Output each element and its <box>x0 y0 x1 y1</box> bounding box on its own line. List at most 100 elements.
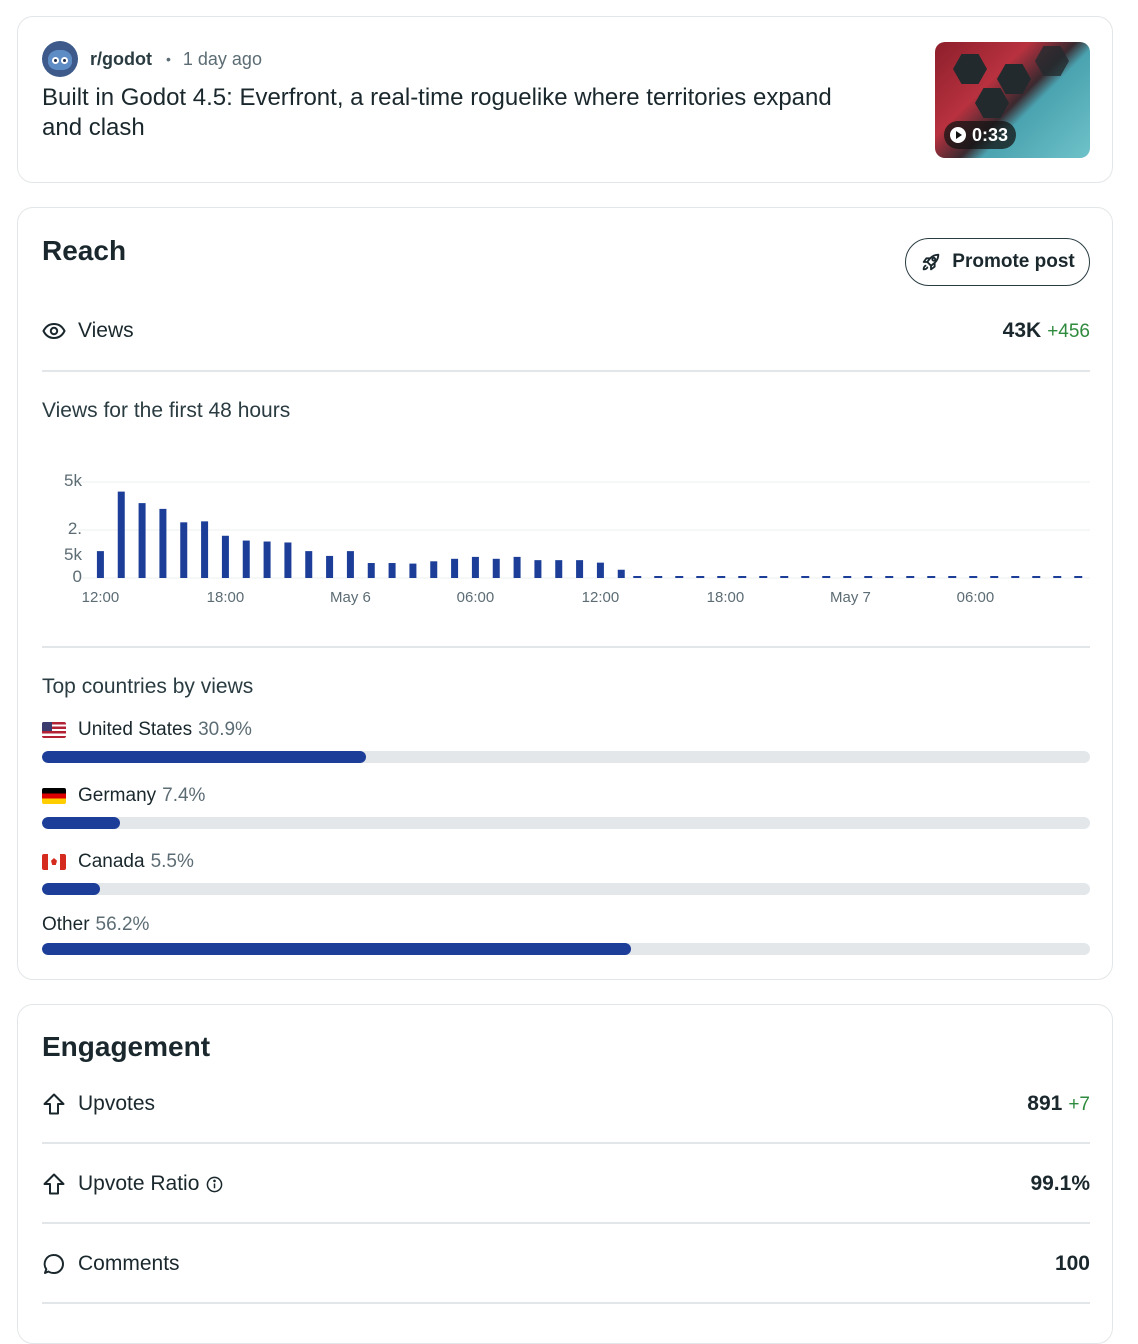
country-bar-fill <box>42 817 120 829</box>
chart-bar <box>242 540 250 578</box>
upvotes-value: 891 <box>1027 1092 1063 1115</box>
upvotes-label: Upvotes <box>78 1092 156 1115</box>
chart-bar <box>409 563 417 578</box>
chart-y-tick-label: 5k <box>64 545 82 564</box>
chart-bar <box>388 563 396 578</box>
video-thumbnail[interactable]: 0:33 <box>935 42 1090 158</box>
upvote-ratio-value: 99.1% <box>1030 1172 1090 1195</box>
divider <box>42 1302 1090 1304</box>
country-bar-fill <box>42 883 100 895</box>
chart-x-tick-label: 18:00 <box>207 589 245 606</box>
de-flag-icon <box>42 788 66 804</box>
chart-title: Views for the first 48 hours <box>42 399 291 422</box>
comment-bubble-icon <box>43 1253 64 1274</box>
chart-bar <box>201 521 209 578</box>
country-bar-track <box>42 817 1090 829</box>
upvote-ratio-label: Upvote Ratio <box>78 1172 200 1195</box>
country-bar-track <box>42 943 1090 955</box>
chart-bar <box>159 508 167 578</box>
us-flag-icon <box>42 722 66 738</box>
views-row: Views 43K +456 <box>42 311 1090 351</box>
country-bar-fill <box>42 751 366 763</box>
engagement-card: Engagement Upvotes 891 +7 Upvote Ratio 99 <box>17 1004 1113 1344</box>
chart-bar <box>596 562 604 578</box>
post-title[interactable]: Built in Godot 4.5: Everfront, a real-ti… <box>42 84 832 141</box>
chart-bar <box>96 551 104 578</box>
chart-bar <box>221 535 229 578</box>
country-percent: 5.5% <box>150 851 194 872</box>
chart-bar <box>326 555 334 578</box>
video-duration: 0:33 <box>972 124 1009 145</box>
chart-x-tick-label: May 7 <box>830 589 871 606</box>
chart-bar <box>305 551 313 578</box>
post-age: 1 day ago <box>182 48 262 69</box>
chart-bar <box>367 563 375 578</box>
upvotes-delta: +7 <box>1068 1094 1090 1115</box>
chart-bar <box>451 558 459 578</box>
chart-bar <box>263 541 271 578</box>
chart-bar <box>513 556 521 578</box>
video-duration-badge: 0:33 <box>944 121 1017 149</box>
chart-bar <box>492 558 500 578</box>
divider <box>42 646 1090 648</box>
chart-x-tick-label: 06:00 <box>457 589 495 606</box>
info-icon[interactable] <box>206 1176 223 1193</box>
promote-post-button[interactable]: Promote post <box>905 238 1090 286</box>
chart-bar <box>138 503 146 578</box>
meta-separator: • <box>165 51 171 67</box>
chart-bar <box>471 556 479 578</box>
divider <box>42 1142 1090 1144</box>
chart-bar <box>576 560 584 578</box>
promote-post-label: Promote post <box>952 251 1075 272</box>
chart-x-tick-label: 06:00 <box>957 589 995 606</box>
upvote-ratio-row: Upvote Ratio 99.1% <box>42 1164 1090 1204</box>
chart-x-tick-label: 12:00 <box>82 589 120 606</box>
comments-value: 100 <box>1054 1252 1090 1275</box>
ca-flag-icon <box>42 854 66 870</box>
divider <box>42 370 1090 372</box>
views-value: 43K <box>1002 319 1042 342</box>
views-value-group: 43K +456 <box>1003 319 1090 343</box>
chart-bar <box>617 569 625 578</box>
engagement-title: Engagement <box>42 1031 211 1062</box>
country-percent: 7.4% <box>162 785 206 806</box>
chart-x-tick-label: 12:00 <box>582 589 620 606</box>
comments-row: Comments 100 <box>42 1244 1090 1284</box>
eye-icon <box>42 322 66 340</box>
views-delta: +456 <box>1047 321 1090 342</box>
country-name: Canada <box>78 851 145 872</box>
subreddit-name[interactable]: r/godot <box>90 48 152 69</box>
chart-bar <box>117 491 125 578</box>
upvote-arrow-icon <box>43 1173 65 1195</box>
subreddit-avatar[interactable] <box>42 41 78 77</box>
chart-bar <box>284 542 292 578</box>
chart-bar <box>180 522 188 578</box>
post-meta: r/godot • 1 day ago <box>42 41 262 77</box>
godot-logo-icon <box>48 50 72 70</box>
chart-bar <box>346 551 354 578</box>
country-germany: Germany 7.4% <box>42 782 1090 829</box>
chart-bar <box>555 560 563 578</box>
country-name: Germany <box>78 785 157 806</box>
country-united-states: United States 30.9% <box>42 716 1090 763</box>
rocket-icon <box>923 253 940 271</box>
upvote-arrow-icon <box>43 1093 65 1115</box>
country-canada: Canada 5.5% <box>42 848 1090 895</box>
country-bar-track <box>42 883 1090 895</box>
post-card[interactable]: r/godot • 1 day ago Built in Godot 4.5: … <box>17 16 1113 183</box>
chart-bar <box>534 560 542 578</box>
country-name: United States <box>78 719 193 740</box>
upvotes-row: Upvotes 891 +7 <box>42 1084 1090 1124</box>
reach-card: Reach Promote post Views 43K +456 Views f… <box>17 207 1113 980</box>
play-icon <box>950 127 966 143</box>
chart-y-tick-label: 0 <box>73 567 82 586</box>
chart-bar <box>430 561 438 578</box>
country-bar-fill <box>42 943 631 955</box>
chart-y-tick-label: 2. <box>68 519 82 538</box>
country-bar-track <box>42 751 1090 763</box>
chart-x-tick-label: 18:00 <box>707 589 745 606</box>
countries-title: Top countries by views <box>42 675 254 698</box>
country-name: Other <box>42 914 90 935</box>
reach-title: Reach <box>42 235 127 266</box>
